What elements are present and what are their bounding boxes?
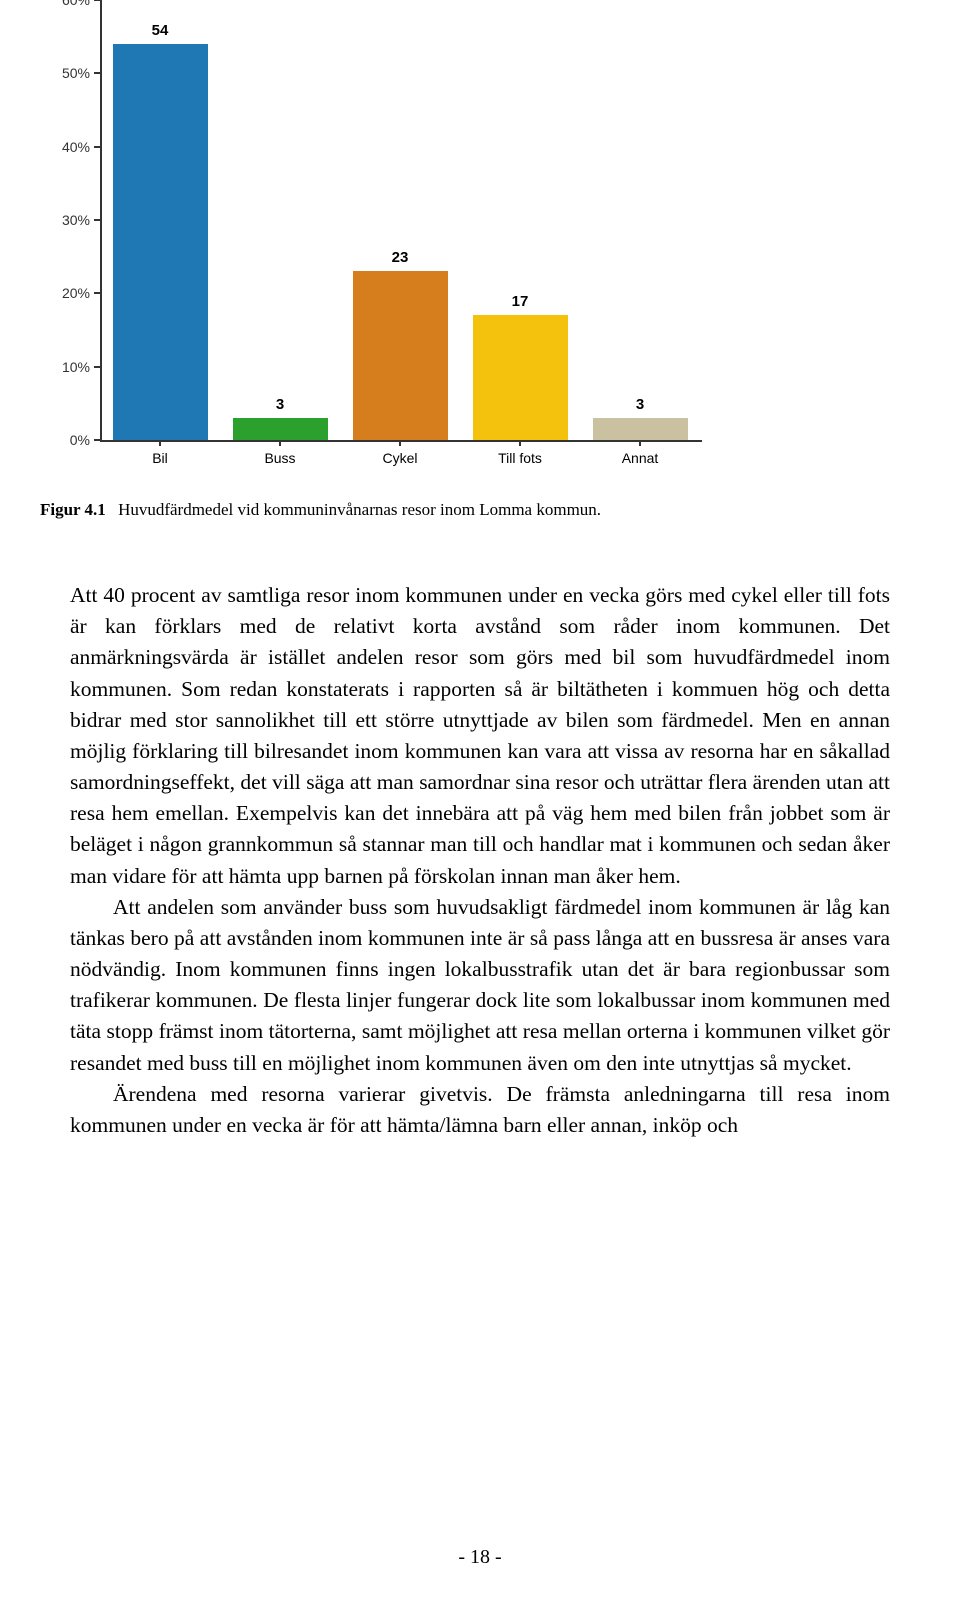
page-footer: - 18 - [0, 1546, 960, 1569]
page-number: - 18 - [458, 1546, 501, 1568]
y-tick-label: 20% [40, 285, 100, 301]
paragraph-1: Att 40 procent av samtliga resor inom ko… [70, 580, 890, 892]
y-tick-label: 50% [40, 65, 100, 81]
bar [353, 271, 448, 440]
bar [593, 418, 688, 440]
x-tick-label: Bil [152, 450, 168, 466]
y-tick-label: 30% [40, 212, 100, 228]
paragraph-2: Att andelen som använder buss som huvuds… [70, 892, 890, 1079]
bar-value-label: 54 [152, 22, 169, 39]
y-tick-label: 60% [40, 0, 100, 8]
bar-value-label: 3 [636, 396, 644, 413]
x-tick-label: Buss [264, 450, 295, 466]
figure-caption: Figur 4.1 Huvudfärdmedel vid kommuninvån… [40, 500, 890, 520]
chart-container: 0% 10% 20% 30% 40% 50% 60% 54 Bil 3 Buss 23 Cykel 17 T… [40, 0, 720, 480]
x-tick-label: Annat [622, 450, 659, 466]
x-tick-label: Cykel [382, 450, 417, 466]
bar [233, 418, 328, 440]
y-tick-label: 40% [40, 139, 100, 155]
x-tick-label: Till fots [498, 450, 542, 466]
bar-chart: 0% 10% 20% 30% 40% 50% 60% 54 Bil 3 Buss 23 Cykel 17 T… [40, 0, 720, 480]
figure-caption-text: Huvudfärdmedel vid kommuninvånarnas reso… [118, 500, 601, 519]
body-text: Att 40 procent av samtliga resor inom ko… [70, 580, 890, 1141]
paragraph-3: Ärendena med resorna varierar givetvis. … [70, 1079, 890, 1141]
y-tick-label: 0% [40, 432, 100, 448]
bar [113, 44, 208, 440]
bar-value-label: 23 [392, 249, 409, 266]
y-tick-label: 10% [40, 359, 100, 375]
bar-value-label: 17 [512, 293, 529, 310]
bar-value-label: 3 [276, 396, 284, 413]
figure-label: Figur 4.1 [40, 500, 106, 519]
bar [473, 315, 568, 440]
